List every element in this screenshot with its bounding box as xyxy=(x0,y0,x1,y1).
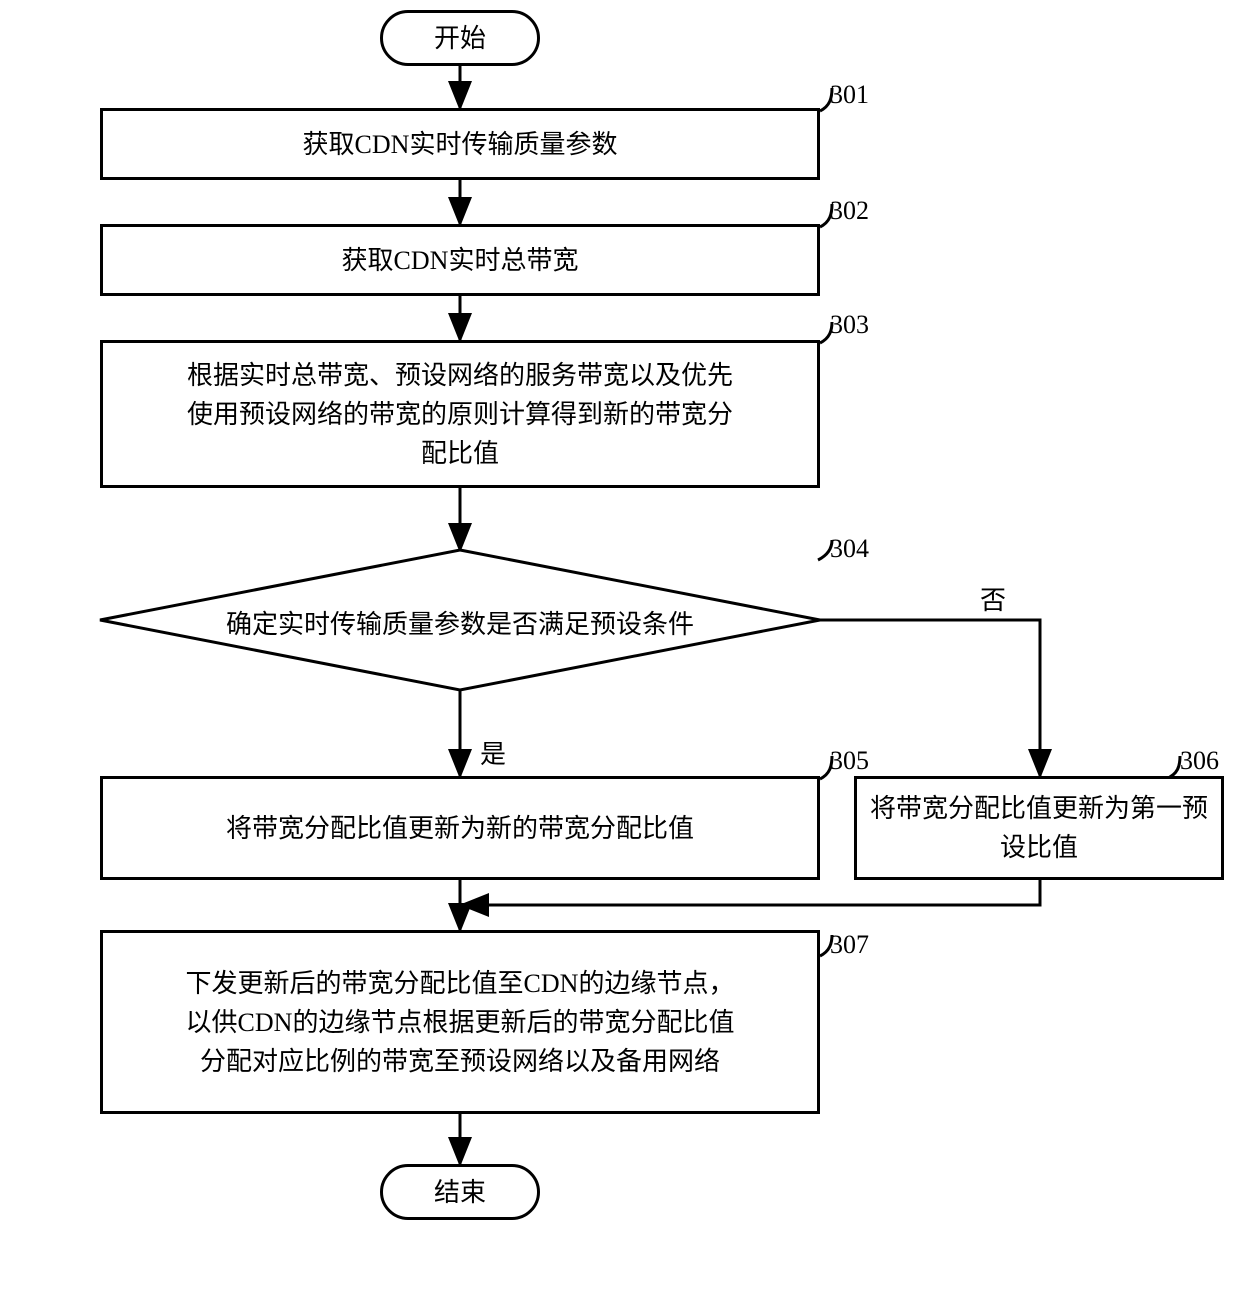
step-305-number: 305 xyxy=(830,746,869,776)
step-303-label: 根据实时总带宽、预设网络的服务带宽以及优先使用预设网络的带宽的原则计算得到新的带… xyxy=(180,356,740,473)
step-305-node: 将带宽分配比值更新为新的带宽分配比值 xyxy=(100,776,820,880)
step-302-label: 获取CDN实时总带宽 xyxy=(342,241,579,280)
end-label: 结束 xyxy=(434,1173,486,1212)
start-label: 开始 xyxy=(434,19,486,58)
step-304-number: 304 xyxy=(830,534,869,564)
step-307-node: 下发更新后的带宽分配比值至CDN的边缘节点，以供CDN的边缘节点根据更新后的带宽… xyxy=(100,930,820,1114)
step-302-node: 获取CDN实时总带宽 xyxy=(100,224,820,296)
branch-yes-label: 是 xyxy=(480,734,506,771)
step-305-label: 将带宽分配比值更新为新的带宽分配比值 xyxy=(226,809,694,848)
step-304-label: 确定实时传输质量参数是否满足预设条件 xyxy=(100,604,820,641)
step-301-label: 获取CDN实时传输质量参数 xyxy=(303,125,618,164)
step-307-label: 下发更新后的带宽分配比值至CDN的边缘节点，以供CDN的边缘节点根据更新后的带宽… xyxy=(180,964,740,1081)
flowchart-container: 开始 获取CDN实时传输质量参数 301 获取CDN实时总带宽 302 根据实时… xyxy=(0,0,1240,1303)
step-303-number: 303 xyxy=(830,310,869,340)
step-306-number: 306 xyxy=(1180,746,1219,776)
step-301-node: 获取CDN实时传输质量参数 xyxy=(100,108,820,180)
step-307-number: 307 xyxy=(830,930,869,960)
step-303-node: 根据实时总带宽、预设网络的服务带宽以及优先使用预设网络的带宽的原则计算得到新的带… xyxy=(100,340,820,488)
step-302-number: 302 xyxy=(830,196,869,226)
step-301-number: 301 xyxy=(830,80,869,110)
start-node: 开始 xyxy=(380,10,540,66)
step-306-label: 将带宽分配比值更新为第一预设比值 xyxy=(869,789,1209,867)
step-304-node: 确定实时传输质量参数是否满足预设条件 xyxy=(100,550,820,690)
step-306-node: 将带宽分配比值更新为第一预设比值 xyxy=(854,776,1224,880)
end-node: 结束 xyxy=(380,1164,540,1220)
branch-no-label: 否 xyxy=(980,580,1006,617)
